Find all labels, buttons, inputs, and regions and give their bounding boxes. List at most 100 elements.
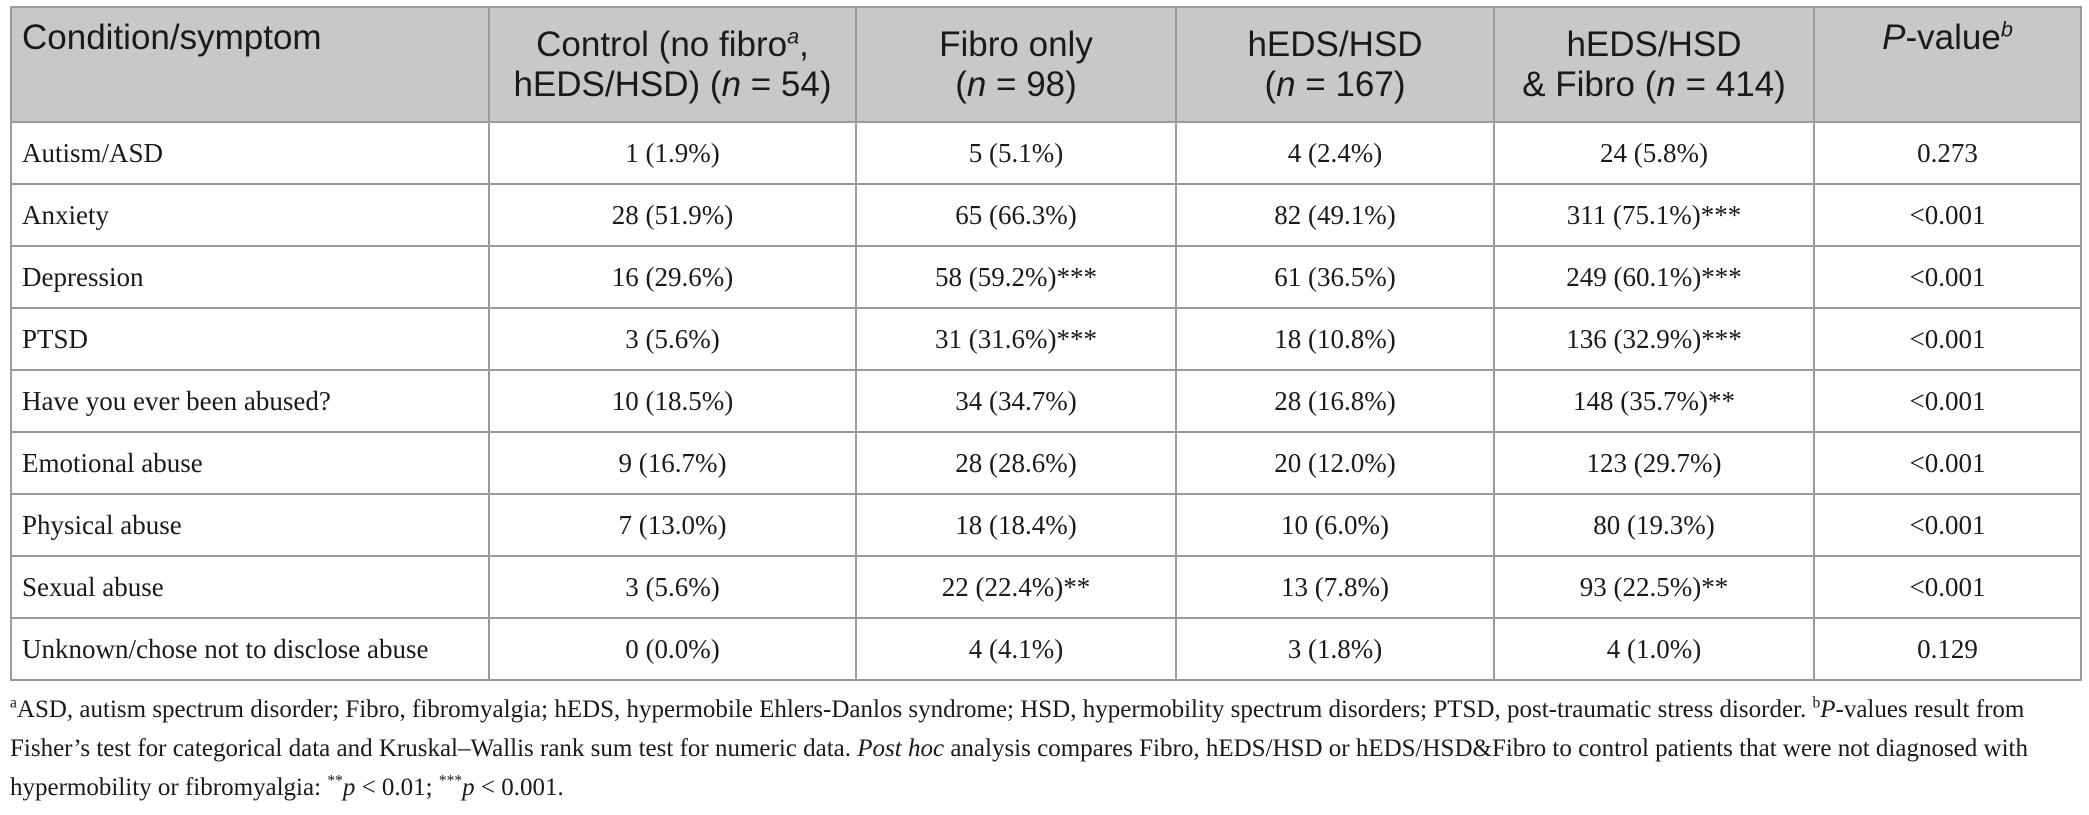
footnote-text-b: -values result from Fisher’s test for ca… — [10, 696, 2025, 762]
footnote-sup-b: b — [1812, 694, 1821, 712]
header-fibro-line1: Fibro only — [939, 24, 1093, 64]
header-heds-n: n — [1276, 64, 1296, 104]
footnote-stars-3: *** — [438, 772, 463, 790]
heds-fibro-cell: 24 (5.8%) — [1493, 121, 1815, 185]
results-table: Condition/symptom Control (no fibroa, hED… — [10, 6, 2082, 681]
heds-cell: 3 (1.8%) — [1175, 617, 1495, 681]
control-cell: 1 (1.9%) — [488, 121, 857, 185]
fibro-cell: 18 (18.4%) — [855, 493, 1177, 557]
header-heds-line1: hEDS/HSD — [1247, 24, 1423, 64]
control-cell: 3 (5.6%) — [488, 307, 857, 371]
footnote-text-c: analysis compares Fibro, hEDS/HSD or hED… — [10, 735, 2028, 801]
header-heds-fibro-line2a: & Fibro ( — [1522, 64, 1657, 104]
condition-cell: Emotional abuse — [10, 431, 490, 495]
table-row: Physical abuse 7 (13.0%) 18 (18.4%) 10 (6.0… — [10, 493, 2082, 557]
heds-fibro-cell: 136 (32.9%)*** — [1493, 307, 1815, 371]
footnote-p-italic: P — [1820, 696, 1836, 723]
p-value-cell: <0.001 — [1813, 431, 2082, 495]
p-value-cell: <0.001 — [1813, 183, 2082, 247]
heds-cell: 82 (49.1%) — [1175, 183, 1495, 247]
control-cell: 3 (5.6%) — [488, 555, 857, 619]
p-value-cell: <0.001 — [1813, 307, 2082, 371]
fibro-cell: 4 (4.1%) — [855, 617, 1177, 681]
heds-cell: 10 (6.0%) — [1175, 493, 1495, 557]
header-condition-label: Condition/symptom — [22, 18, 322, 57]
table-row: Unknown/chose not to disclose abuse 0 (0.… — [10, 617, 2082, 681]
footnote-text-a: ASD, autism spectrum disorder; Fibro, fi… — [16, 696, 1813, 723]
heds-fibro-cell: 80 (19.3%) — [1493, 493, 1815, 557]
p-value-cell: <0.001 — [1813, 369, 2082, 433]
heds-cell: 13 (7.8%) — [1175, 555, 1495, 619]
control-cell: 9 (16.7%) — [488, 431, 857, 495]
p-value-cell: <0.001 — [1813, 493, 2082, 557]
header-control-line1: Control (no fibro — [536, 24, 788, 64]
header-control: Control (no fibroa, hEDS/HSD) (n = 54) — [488, 6, 857, 123]
fibro-cell: 34 (34.7%) — [855, 369, 1177, 433]
table-footnote: aASD, autism spectrum disorder; Fibro, f… — [10, 690, 2080, 807]
p-value-cell: <0.001 — [1813, 245, 2082, 309]
control-cell: 0 (0.0%) — [488, 617, 857, 681]
control-cell: 7 (13.0%) — [488, 493, 857, 557]
heds-fibro-cell: 123 (29.7%) — [1493, 431, 1815, 495]
footnote-sup-a: a — [10, 694, 17, 712]
p-value-cell: <0.001 — [1813, 555, 2082, 619]
header-fibro-line2b: = 98) — [986, 64, 1077, 104]
p-value-cell: 0.273 — [1813, 121, 2082, 185]
table-row: Anxiety 28 (51.9%) 65 (66.3%) 82 (49.1%) 311… — [10, 183, 2082, 247]
table-row: Depression 16 (29.6%) 58 (59.2%)*** 61 (36.… — [10, 245, 2082, 309]
heds-cell: 4 (2.4%) — [1175, 121, 1495, 185]
header-p-value: P-valueb — [1813, 6, 2082, 123]
condition-cell: PTSD — [10, 307, 490, 371]
table-row: PTSD 3 (5.6%) 31 (31.6%)*** 18 (10.8%) 136 (… — [10, 307, 2082, 371]
header-p-italic: P — [1882, 18, 1906, 57]
footnote-threshold-2: < 0.001. — [474, 774, 564, 801]
p-value-cell: 0.129 — [1813, 617, 2082, 681]
condition-cell: Depression — [10, 245, 490, 309]
header-control-n: n — [721, 64, 742, 104]
heds-fibro-cell: 93 (22.5%)** — [1493, 555, 1815, 619]
header-control-comma: , — [799, 24, 809, 64]
table-row: Sexual abuse 3 (5.6%) 22 (22.4%)** 13 (7.8%… — [10, 555, 2082, 619]
condition-cell: Have you ever been abused? — [10, 369, 490, 433]
fibro-cell: 22 (22.4%)** — [855, 555, 1177, 619]
table-body: Autism/ASD 1 (1.9%) 5 (5.1%) 4 (2.4%) 24 (5.… — [10, 121, 2082, 681]
table-row: Autism/ASD 1 (1.9%) 5 (5.1%) 4 (2.4%) 24 (5.… — [10, 121, 2082, 185]
header-control-line2a: hEDS/HSD) ( — [513, 64, 722, 104]
heds-cell: 20 (12.0%) — [1175, 431, 1495, 495]
header-fibro: Fibro only (n = 98) — [855, 6, 1177, 123]
fibro-cell: 58 (59.2%)*** — [855, 245, 1177, 309]
condition-cell: Anxiety — [10, 183, 490, 247]
footnote-p2: p — [462, 774, 475, 801]
condition-cell: Physical abuse — [10, 493, 490, 557]
header-heds-fibro-line1: hEDS/HSD — [1566, 24, 1742, 64]
table-header: Condition/symptom Control (no fibroa, hED… — [10, 6, 2082, 123]
control-cell: 28 (51.9%) — [488, 183, 857, 247]
heds-cell: 18 (10.8%) — [1175, 307, 1495, 371]
footnote-p1: p — [342, 774, 356, 801]
header-heds-fibro-n: n — [1656, 64, 1676, 104]
fibro-cell: 28 (28.6%) — [855, 431, 1177, 495]
footnote-post-hoc: Post hoc — [857, 735, 945, 762]
header-fibro-n: n — [966, 64, 987, 104]
header-fibro-line2a: ( — [955, 64, 967, 104]
header-heds-fibro: hEDS/HSD & Fibro (n = 414) — [1493, 6, 1815, 123]
header-control-line2b: = 54) — [741, 64, 832, 104]
control-cell: 10 (18.5%) — [488, 369, 857, 433]
heds-cell: 61 (36.5%) — [1175, 245, 1495, 309]
condition-cell: Autism/ASD — [10, 121, 490, 185]
header-heds-line2a: ( — [1264, 64, 1277, 104]
heds-fibro-cell: 249 (60.1%)*** — [1493, 245, 1815, 309]
header-control-sup: a — [787, 22, 800, 48]
header-condition: Condition/symptom — [10, 6, 490, 123]
header-heds: hEDS/HSD (n = 167) — [1175, 6, 1495, 123]
header-heds-line2b: = 167) — [1295, 64, 1406, 104]
control-cell: 16 (29.6%) — [488, 245, 857, 309]
condition-cell: Sexual abuse — [10, 555, 490, 619]
header-p-sup: b — [2000, 16, 2013, 42]
fibro-cell: 65 (66.3%) — [855, 183, 1177, 247]
footnote-stars-2: ** — [327, 772, 343, 790]
heds-fibro-cell: 148 (35.7%)** — [1493, 369, 1815, 433]
heds-cell: 28 (16.8%) — [1175, 369, 1495, 433]
header-p-rest: -value — [1905, 18, 2001, 57]
fibro-cell: 31 (31.6%)*** — [855, 307, 1177, 371]
